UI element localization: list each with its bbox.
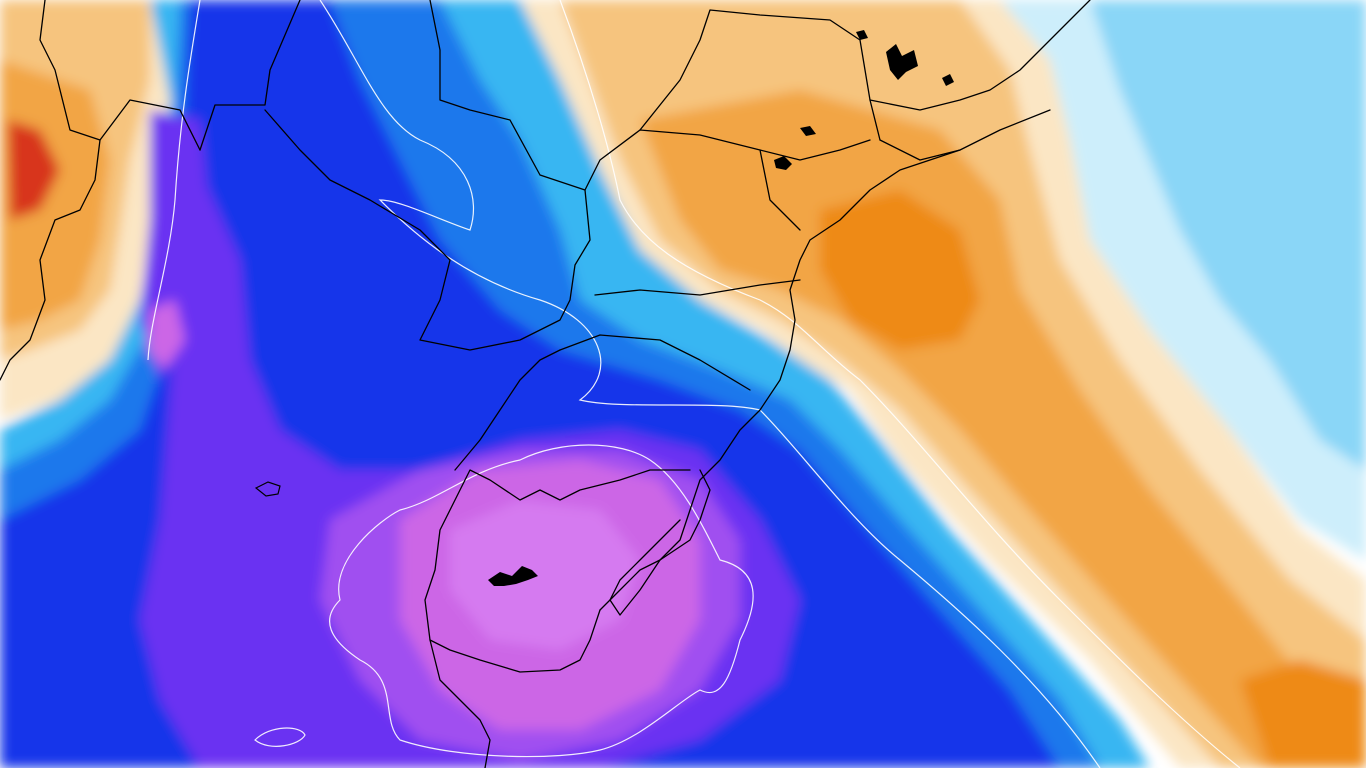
warm-deep-core: [820, 190, 980, 350]
coast-rio-grande-lagoon: [609, 469, 711, 616]
political-boundaries: [0, 0, 1091, 768]
lake-brazil-3: [800, 126, 816, 136]
coast-brazil-south: [599, 109, 1051, 611]
isotherm-cold-outer: [319, 0, 1101, 768]
lake-uruguay-center: [488, 566, 538, 586]
coast-rio-de-la-plata: [429, 639, 491, 768]
border-brazil-north: [639, 9, 881, 141]
cold-purple-spot-west: [148, 300, 185, 370]
border-paraguay: [264, 0, 591, 351]
lake-argentina-small: [254, 481, 281, 497]
border-sp-mg: [759, 139, 871, 161]
border-brazil-inland: [584, 129, 801, 231]
lake-brazil-2: [774, 156, 792, 170]
isotherm-cold-core: [329, 444, 754, 758]
border-argentina-brazil: [454, 349, 561, 471]
lake-brazil-4: [942, 74, 954, 86]
border-argentina-paraguay-west: [199, 0, 301, 151]
border-parana-sc: [559, 334, 751, 391]
lake-brazil-5: [856, 30, 868, 40]
border-sp-parana: [594, 279, 801, 296]
isotherm-west-edge: [147, 0, 201, 361]
isotherm-warm-edge: [559, 0, 1241, 768]
border-brazil-ne: [869, 0, 1091, 111]
warm-west-extreme: [8, 120, 60, 220]
border-brazil-east-inner: [879, 139, 961, 161]
border-uruguay: [424, 469, 691, 673]
border-bolivia-chile: [99, 99, 201, 151]
warm-deep-south: [1240, 660, 1366, 768]
isotherm-contours: [147, 0, 1241, 768]
cold-magenta-center: [450, 500, 640, 650]
lake-brazil-1: [886, 44, 918, 80]
border-andes-west: [0, 0, 101, 381]
isotherm-small-loop: [254, 727, 306, 747]
lake-outlines: [254, 30, 954, 586]
cold-light-east-inner: [1250, 40, 1366, 300]
